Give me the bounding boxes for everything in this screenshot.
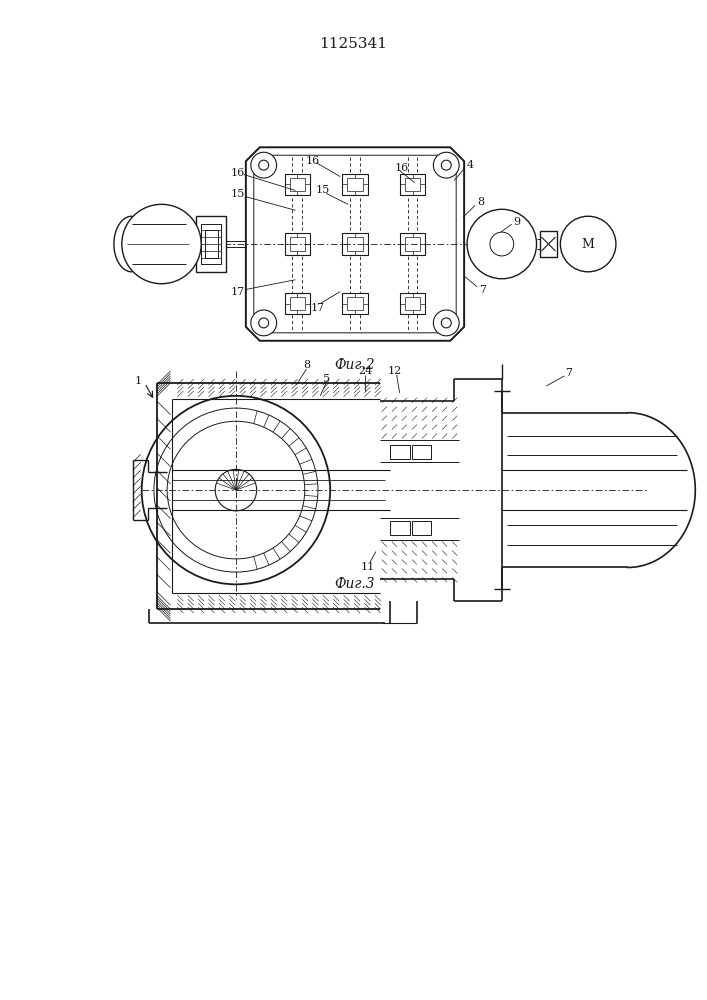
Bar bbox=[284, 233, 310, 255]
Text: 9: 9 bbox=[514, 217, 521, 227]
Bar bbox=[205, 230, 218, 258]
Circle shape bbox=[251, 310, 276, 336]
Text: 16: 16 bbox=[231, 168, 245, 178]
Circle shape bbox=[561, 216, 616, 272]
Bar bbox=[342, 293, 368, 314]
Circle shape bbox=[251, 152, 276, 178]
Bar bbox=[390, 521, 409, 535]
Text: 16: 16 bbox=[305, 156, 320, 166]
Bar bbox=[347, 297, 363, 310]
Circle shape bbox=[167, 421, 305, 559]
Circle shape bbox=[441, 318, 451, 328]
Bar bbox=[342, 233, 368, 255]
Circle shape bbox=[215, 469, 257, 511]
Polygon shape bbox=[246, 147, 464, 341]
Circle shape bbox=[467, 209, 537, 279]
Text: 7: 7 bbox=[565, 368, 572, 378]
Circle shape bbox=[154, 408, 318, 572]
Text: 24: 24 bbox=[358, 366, 372, 376]
Text: 4: 4 bbox=[467, 160, 474, 170]
Bar bbox=[290, 297, 305, 310]
Bar bbox=[197, 216, 226, 272]
Bar bbox=[411, 521, 431, 535]
Text: 1: 1 bbox=[135, 376, 142, 386]
Text: 17: 17 bbox=[310, 303, 325, 313]
Bar bbox=[399, 174, 426, 195]
Bar bbox=[347, 237, 363, 251]
Text: 12: 12 bbox=[387, 366, 402, 376]
Bar bbox=[347, 178, 363, 191]
Text: М: М bbox=[582, 238, 595, 251]
Circle shape bbox=[259, 160, 269, 170]
Bar bbox=[201, 224, 221, 264]
Text: 8: 8 bbox=[303, 360, 310, 370]
Bar bbox=[411, 445, 431, 459]
Text: Фиг.3: Фиг.3 bbox=[334, 577, 375, 591]
Bar bbox=[399, 233, 426, 255]
Text: 11: 11 bbox=[361, 562, 375, 572]
Circle shape bbox=[433, 310, 459, 336]
Circle shape bbox=[433, 152, 459, 178]
Circle shape bbox=[490, 232, 514, 256]
Bar bbox=[399, 293, 426, 314]
Bar bbox=[290, 178, 305, 191]
Bar bbox=[405, 178, 420, 191]
Bar bbox=[405, 237, 420, 251]
Bar bbox=[342, 174, 368, 195]
Text: 17: 17 bbox=[231, 287, 245, 297]
Polygon shape bbox=[254, 155, 456, 333]
Circle shape bbox=[122, 204, 201, 284]
Text: 15: 15 bbox=[315, 185, 329, 195]
Circle shape bbox=[141, 396, 330, 584]
Text: 8: 8 bbox=[477, 197, 484, 207]
Text: 7: 7 bbox=[479, 285, 486, 295]
Text: 5: 5 bbox=[322, 374, 329, 384]
Bar bbox=[405, 297, 420, 310]
Text: 15: 15 bbox=[231, 189, 245, 199]
Bar bbox=[284, 293, 310, 314]
Text: 16: 16 bbox=[395, 163, 409, 173]
Bar bbox=[390, 445, 409, 459]
Circle shape bbox=[441, 160, 451, 170]
Bar bbox=[284, 174, 310, 195]
Bar bbox=[290, 237, 305, 251]
Circle shape bbox=[259, 318, 269, 328]
Text: 1125341: 1125341 bbox=[319, 37, 387, 51]
Text: Фиг.2: Фиг.2 bbox=[334, 358, 375, 372]
Bar bbox=[539, 231, 557, 257]
